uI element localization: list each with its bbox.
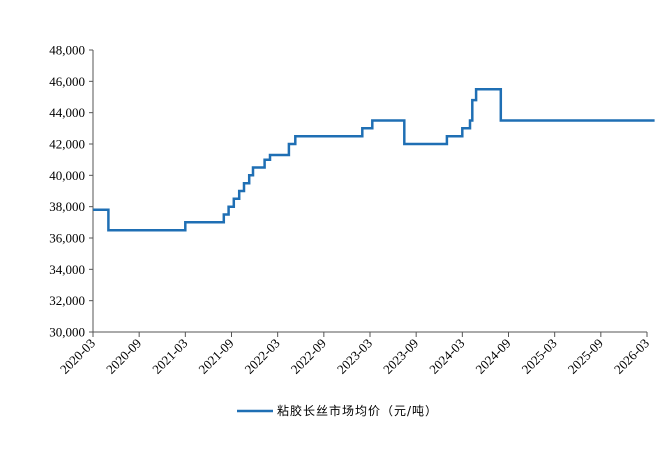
x-tick-label: 2021-09 xyxy=(195,336,236,377)
y-axis-ticks: 30,000 32,000 34,000 36,000 38,000 40,000 42,0… xyxy=(49,43,93,340)
y-tick-label: 30,000 xyxy=(49,325,85,340)
x-tick-label: 2024-09 xyxy=(472,336,513,377)
y-tick-label: 42,000 xyxy=(49,137,85,152)
y-tick-label: 34,000 xyxy=(49,262,85,277)
x-tick-label: 2022-09 xyxy=(288,336,329,377)
y-tick-label: 38,000 xyxy=(49,199,85,214)
x-tick-label: 2023-09 xyxy=(380,336,421,377)
x-axis-ticks: 2020-03 2020-09 2021-03 2021-09 2022-03 2022-… xyxy=(57,332,652,377)
series-line xyxy=(93,87,655,232)
y-tick-label: 32,000 xyxy=(49,293,85,308)
x-tick-label: 2025-03 xyxy=(519,336,560,377)
x-tick-label: 2026-03 xyxy=(611,336,652,377)
x-tick-label: 2020-09 xyxy=(103,336,144,377)
x-tick-label: 2023-03 xyxy=(334,336,375,377)
x-tick-label: 2025-09 xyxy=(565,336,606,377)
y-tick-label: 40,000 xyxy=(49,168,85,183)
y-tick-label: 44,000 xyxy=(49,105,85,120)
legend: 粘胶长丝市场均价（元/吨） xyxy=(237,403,438,418)
legend-label: 粘胶长丝市场均价（元/吨） xyxy=(277,403,438,418)
x-tick-label: 2024-03 xyxy=(426,336,467,377)
y-tick-label: 46,000 xyxy=(49,74,85,89)
x-tick-label: 2022-03 xyxy=(242,336,283,377)
x-tick-label: 2020-03 xyxy=(57,336,98,377)
y-tick-label: 48,000 xyxy=(49,43,85,58)
x-tick-label: 2021-03 xyxy=(149,336,190,377)
y-tick-label: 36,000 xyxy=(49,231,85,246)
